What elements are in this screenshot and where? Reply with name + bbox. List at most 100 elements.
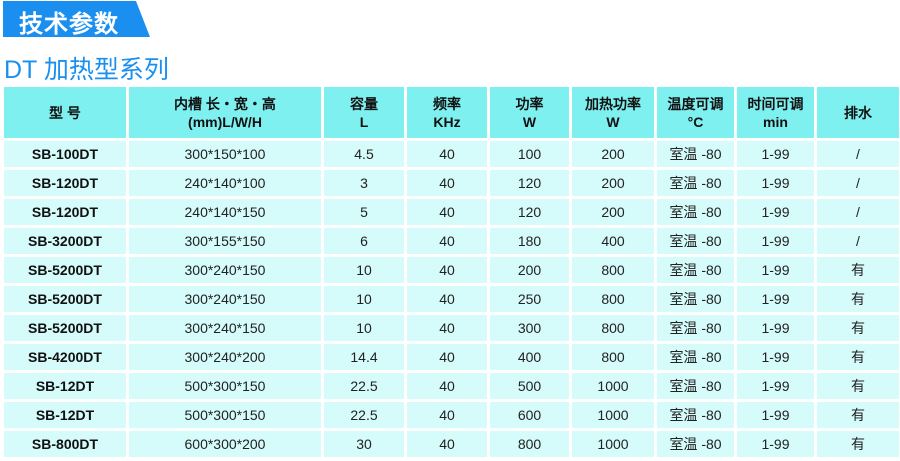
table-cell: 10 bbox=[324, 286, 404, 312]
table-cell: 40 bbox=[407, 344, 487, 370]
table-header-row: 型 号内槽 长・宽・高 (mm)L/W/H 容量 L 频率 KHz 功率 W 加热功率 W 温度可调… bbox=[4, 87, 899, 138]
table-cell: 3 bbox=[324, 170, 404, 196]
model-cell: SB-120DT bbox=[4, 170, 126, 196]
table-cell: 6 bbox=[324, 228, 404, 254]
column-header-line: W bbox=[522, 113, 537, 130]
column-header-line: 排水 bbox=[844, 104, 872, 121]
table-cell: 300*155*150 bbox=[129, 228, 321, 254]
table-cell: 40 bbox=[407, 257, 487, 283]
table-cell: / bbox=[817, 199, 899, 225]
column-header: 排水 bbox=[817, 87, 899, 138]
model-cell: SB-12DT bbox=[4, 373, 126, 399]
table-cell: 22.5 bbox=[324, 373, 404, 399]
column-header-line: (mm)L/W/H bbox=[188, 113, 262, 130]
table-cell: 30 bbox=[324, 431, 404, 457]
table-cell: / bbox=[817, 141, 899, 167]
column-header-line: 容量 bbox=[350, 95, 378, 112]
table-cell: 400 bbox=[572, 228, 654, 254]
table-cell: 有 bbox=[817, 315, 899, 341]
table-cell: 室温 -80 bbox=[657, 228, 734, 254]
table-cell: 1-99 bbox=[737, 402, 814, 428]
table-cell: 1-99 bbox=[737, 286, 814, 312]
table-cell: 250 bbox=[490, 286, 569, 312]
table-cell: 有 bbox=[817, 257, 899, 283]
table-cell: / bbox=[817, 228, 899, 254]
table-cell: 5 bbox=[324, 199, 404, 225]
column-header-line: min bbox=[763, 113, 788, 130]
table-row: SB-12DT 500*300*150 22.5 40 500 1000 室温 -80 1-9… bbox=[4, 373, 899, 399]
table-row: SB-5200DT 300*240*150 10 40 200 800 室温 -80 1-99… bbox=[4, 257, 899, 283]
table-cell: 1-99 bbox=[737, 141, 814, 167]
table-cell: 300*240*150 bbox=[129, 286, 321, 312]
table-cell: 300*240*200 bbox=[129, 344, 321, 370]
table-cell: 240*140*150 bbox=[129, 199, 321, 225]
table-cell: 300*240*150 bbox=[129, 257, 321, 283]
table-cell: 800 bbox=[490, 431, 569, 457]
model-cell: SB-100DT bbox=[4, 141, 126, 167]
banner-title: 技术参数 bbox=[19, 11, 119, 38]
table-cell: 600 bbox=[490, 402, 569, 428]
table-cell: 40 bbox=[407, 286, 487, 312]
table-cell: 室温 -80 bbox=[657, 402, 734, 428]
table-cell: 800 bbox=[572, 315, 654, 341]
column-header: 加热功率 W bbox=[572, 87, 654, 138]
table-cell: 40 bbox=[407, 141, 487, 167]
table-cell: 800 bbox=[572, 344, 654, 370]
column-header: 温度可调 °C bbox=[657, 87, 734, 138]
table-cell: 40 bbox=[407, 315, 487, 341]
section-banner: 技术参数 bbox=[3, 1, 150, 37]
table-cell: 1-99 bbox=[737, 199, 814, 225]
table-cell: 180 bbox=[490, 228, 569, 254]
table-cell: 300*150*100 bbox=[129, 141, 321, 167]
table-cell: 1-99 bbox=[737, 431, 814, 457]
column-header: 时间可调 min bbox=[737, 87, 814, 138]
table-cell: 400 bbox=[490, 344, 569, 370]
table-cell: 200 bbox=[572, 170, 654, 196]
table-cell: 40 bbox=[407, 373, 487, 399]
table-cell: 室温 -80 bbox=[657, 141, 734, 167]
table-cell: 1-99 bbox=[737, 257, 814, 283]
column-header-line: L bbox=[359, 113, 369, 130]
table-cell: 40 bbox=[407, 402, 487, 428]
spec-table: 型 号内槽 长・宽・高 (mm)L/W/H 容量 L 频率 KHz 功率 W 加热功率 W 温度可调… bbox=[1, 84, 900, 460]
model-cell: SB-5200DT bbox=[4, 286, 126, 312]
column-header-line: KHz bbox=[433, 113, 461, 130]
table-row: SB-12DT 500*300*150 22.5 40 600 1000 室温 -80 1-9… bbox=[4, 402, 899, 428]
table-row: SB-4200DT 300*240*200 14.4 40 400 800 室温 -80 1-… bbox=[4, 344, 899, 370]
table-cell: 40 bbox=[407, 431, 487, 457]
table-cell: 有 bbox=[817, 344, 899, 370]
model-cell: SB-3200DT bbox=[4, 228, 126, 254]
table-cell: 22.5 bbox=[324, 402, 404, 428]
table-cell: 室温 -80 bbox=[657, 199, 734, 225]
series-title: DT 加热型系列 bbox=[4, 56, 169, 84]
table-cell: 120 bbox=[490, 199, 569, 225]
table-cell: 4.5 bbox=[324, 141, 404, 167]
column-header: 型 号 bbox=[4, 87, 126, 138]
table-cell: 室温 -80 bbox=[657, 431, 734, 457]
table-cell: 600*300*200 bbox=[129, 431, 321, 457]
table-cell: 室温 -80 bbox=[657, 315, 734, 341]
table-row: SB-120DT 240*140*100 3 40 120 200 室温 -80 1-99/ bbox=[4, 170, 899, 196]
table-cell: 室温 -80 bbox=[657, 257, 734, 283]
table-cell: 240*140*100 bbox=[129, 170, 321, 196]
table-cell: 有 bbox=[817, 402, 899, 428]
table-cell: 室温 -80 bbox=[657, 286, 734, 312]
column-header-line: 加热功率 bbox=[585, 95, 641, 112]
table-cell: 室温 -80 bbox=[657, 344, 734, 370]
table-cell: 200 bbox=[490, 257, 569, 283]
model-cell: SB-12DT bbox=[4, 402, 126, 428]
table-cell: 1000 bbox=[572, 373, 654, 399]
table-cell: 室温 -80 bbox=[657, 170, 734, 196]
model-cell: SB-5200DT bbox=[4, 257, 126, 283]
table-cell: 300 bbox=[490, 315, 569, 341]
table-cell: 有 bbox=[817, 431, 899, 457]
table-cell: 1-99 bbox=[737, 228, 814, 254]
table-cell: 40 bbox=[407, 228, 487, 254]
table-cell: 800 bbox=[572, 257, 654, 283]
table-cell: 1-99 bbox=[737, 344, 814, 370]
table-row: SB-3200DT 300*155*150 6 40 180 400 室温 -80 1-99/ bbox=[4, 228, 899, 254]
model-cell: SB-800DT bbox=[4, 431, 126, 457]
table-cell: 10 bbox=[324, 257, 404, 283]
table-cell: 100 bbox=[490, 141, 569, 167]
column-header-line: 时间可调 bbox=[747, 95, 804, 112]
